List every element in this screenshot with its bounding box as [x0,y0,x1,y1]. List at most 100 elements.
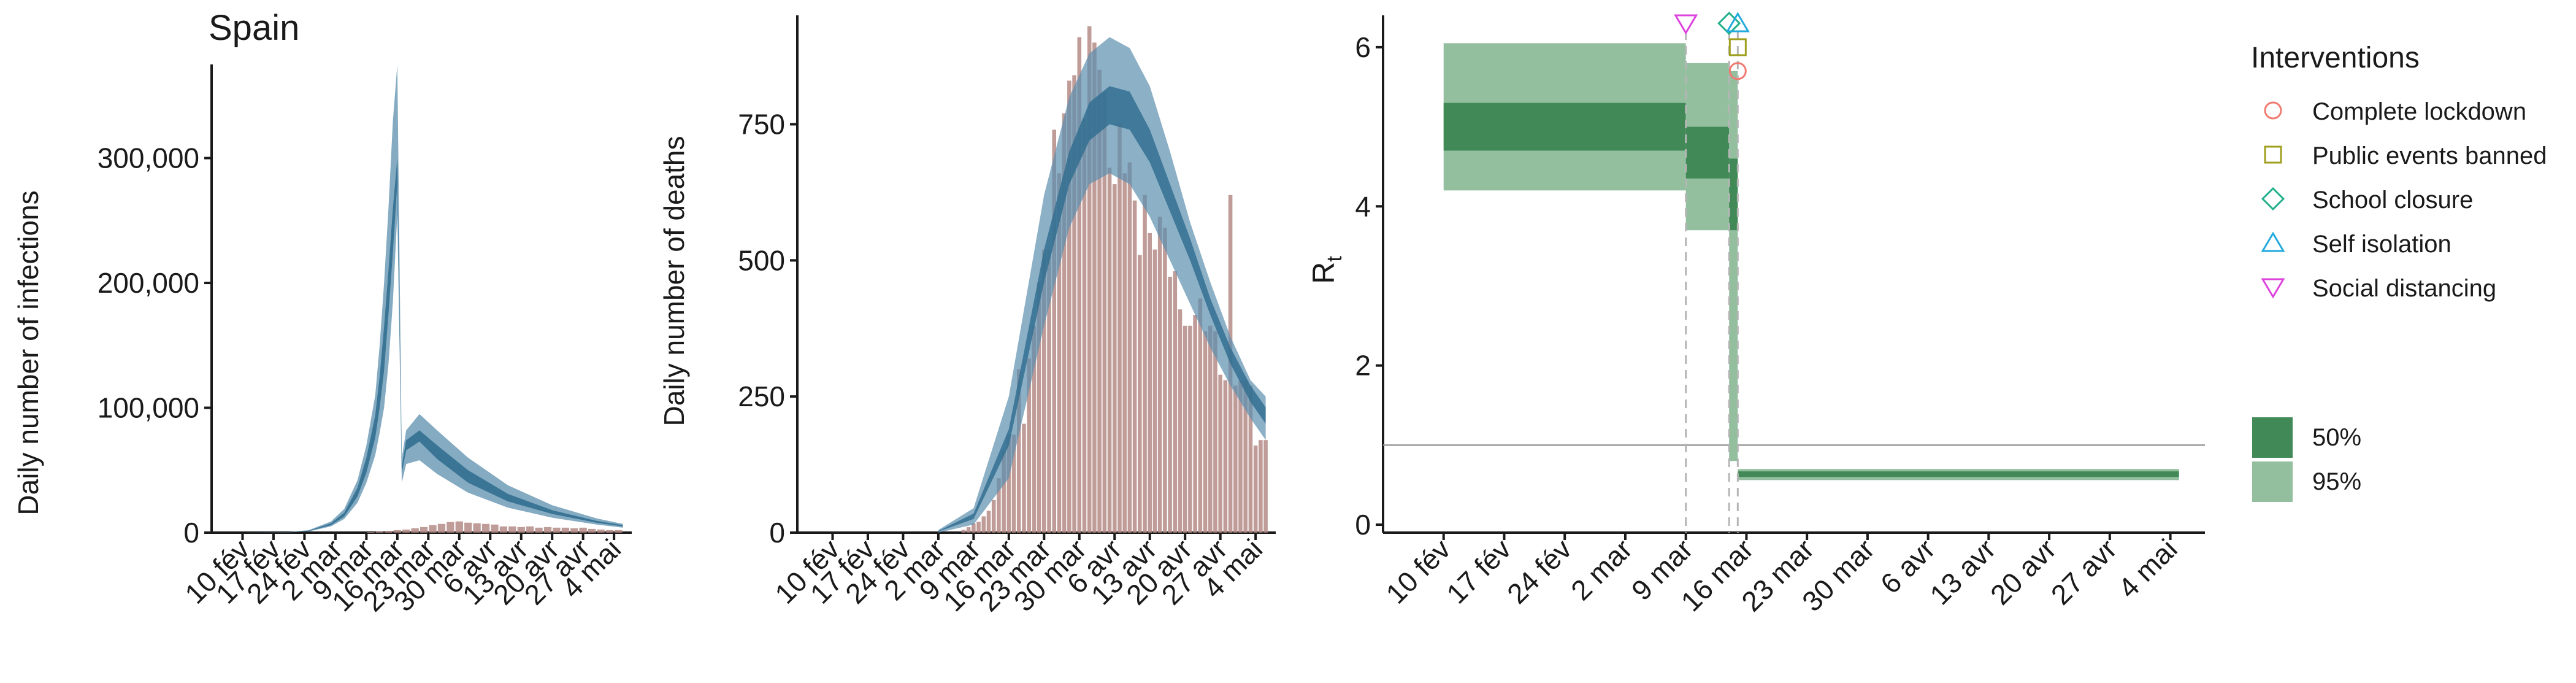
deaths-bar [1057,173,1062,533]
rt-x-tick-label: 27 avr [2045,533,2123,611]
infections-bar [393,530,401,533]
infections-bar [579,527,587,533]
interventions-legend: Interventions Complete lockdown Public ev… [2251,42,2547,502]
deaths-bar [1157,217,1162,533]
deaths-y-axis-label: Daily number of deaths [658,136,690,426]
intervention-marker [1728,62,1747,80]
infections-bar [517,527,525,533]
legend-label: Public events banned [2312,142,2547,169]
deaths-y-tick-label: 750 [738,108,785,140]
deaths-bar [1127,162,1132,533]
deaths-bar [1259,440,1263,533]
legend-band-swatch [2252,461,2293,502]
deaths-bar [1163,228,1167,533]
legend-label: Social distancing [2312,275,2496,302]
deaths-bar [1193,315,1197,533]
infections-bar [402,529,410,533]
infections-bar [508,526,516,533]
infections-bar [588,528,596,533]
deaths-bar [1168,276,1172,533]
deaths-bar [972,523,976,533]
deaths-bar [1047,249,1051,533]
deaths-bar [1097,69,1102,533]
deaths-bar [1112,184,1117,533]
deaths-bar [1203,331,1208,533]
deaths-bar [1077,37,1082,533]
infections-bar [429,525,437,533]
rt-y-tick-label: 4 [1355,190,1371,222]
deaths-bar [1011,434,1016,533]
deaths-bar [1238,380,1243,533]
deaths-bar [1138,255,1142,533]
rt-x-tick-label: 24 fév [1501,533,1577,609]
deaths-bar [1263,440,1268,533]
deaths-bar [1006,434,1011,533]
deaths-bar [1082,118,1087,533]
rt-x-tick-label: 17 fév [1440,533,1517,609]
deaths-bar [1062,113,1067,533]
rt-x-tick-label: 20 avr [1984,533,2062,611]
chart-title: Spain [209,8,299,48]
deaths-bar [981,516,986,533]
deaths-bar [1148,233,1152,533]
deaths-bar [966,527,971,533]
infections-y-tick-label: 0 [183,517,199,549]
rt-x-tick-label: 13 avr [1923,533,2001,611]
deaths-bar [1253,446,1258,533]
infections-bar [455,521,463,533]
rt-y-axis-label-subscript: t [1323,256,1346,262]
infections-band-95pct [242,64,623,533]
rt-x-tick-label: 2 mar [1565,533,1638,606]
legend-band-label: 95% [2312,468,2361,495]
deaths-bar [1117,124,1122,533]
intervention-marker [1717,11,1741,35]
infections-bar [570,528,578,533]
infections-bar [411,528,419,533]
infections-bar [543,527,552,533]
rt-y-axis-label-main: R [1306,262,1341,284]
rt-band-95pct [1729,71,1738,461]
deaths-y-tick-label: 250 [738,380,785,412]
deaths-bar [976,522,981,533]
deaths-bar [1198,298,1203,533]
deaths-bar [1102,91,1107,533]
rt-band-50pct [1685,126,1730,179]
infections-bar [367,531,375,533]
infections-bar [491,524,499,533]
intervention-marker [1725,12,1750,33]
rt-y-tick-label: 0 [1355,509,1371,541]
rt-band-50pct [1729,158,1738,231]
infections-bar [561,527,569,533]
infections-bar [597,529,605,533]
deaths-bar [1002,450,1006,533]
deaths-bar [1183,325,1187,533]
legend-marker [2264,145,2282,164]
legend-label: School closure [2312,187,2473,214]
infections-bar [481,523,490,533]
deaths-bar [1173,271,1178,533]
deaths-bar [991,500,996,533]
deaths-bar [1107,168,1112,533]
infections-bar [447,522,454,533]
infections-y-tick-label: 100,000 [98,392,199,424]
deaths-bar [1016,369,1021,533]
rt-y-tick-label: 2 [1355,350,1371,382]
infections-bar [437,523,446,533]
deaths-bar [1052,129,1057,533]
deaths-bar [1143,195,1147,533]
legend-band-swatch [2252,417,2293,458]
deaths-bar [1032,325,1037,533]
deaths-bar [1218,374,1222,533]
rt-x-tick-label: 10 fév [1379,533,1456,609]
legend-marker [2261,231,2285,252]
deaths-bar [1223,380,1228,533]
deaths-bar [961,530,966,533]
deaths-bar [1037,282,1041,533]
intervention-marker [1674,14,1698,35]
legend-label: Complete lockdown [2312,98,2526,125]
rt-y-axis-label: Rt [1306,256,1346,284]
deaths-bar [1248,385,1253,533]
infections-y-tick-label: 300,000 [98,142,199,174]
